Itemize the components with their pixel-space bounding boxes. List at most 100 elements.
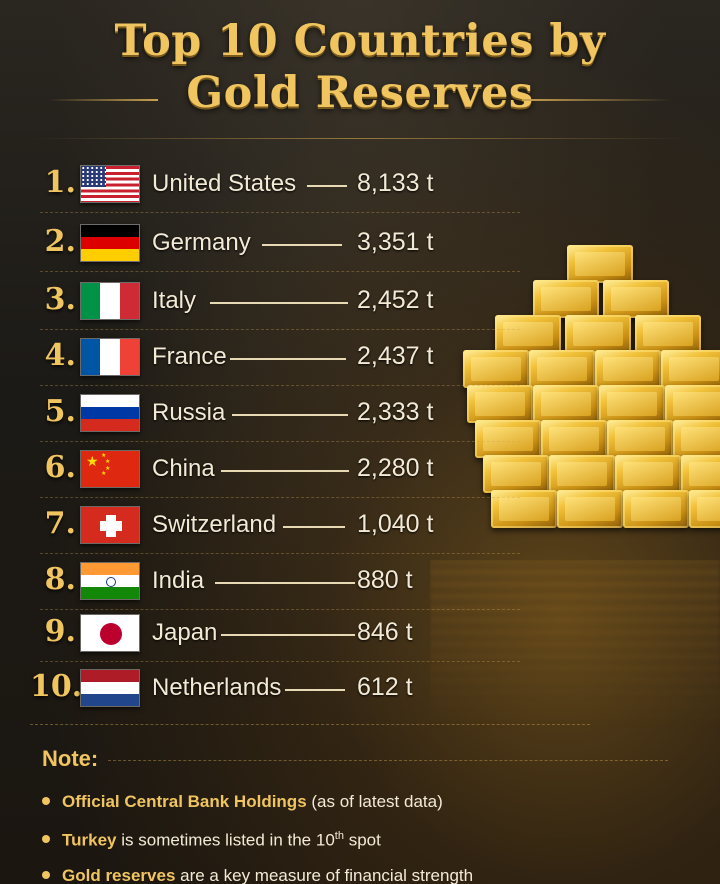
ranking-row: 8. India 880 t bbox=[0, 560, 560, 600]
russia-flag-icon bbox=[80, 394, 140, 432]
rank-number: 5. bbox=[44, 394, 76, 429]
ranking-row: 6. ★ ★ ★ ★ ★ China 2,280 t bbox=[0, 448, 560, 488]
row-divider bbox=[40, 609, 520, 610]
flag-part bbox=[100, 339, 120, 375]
note-rule bbox=[108, 760, 668, 761]
flag-part bbox=[81, 283, 101, 319]
reserve-amount: 612 t bbox=[357, 673, 413, 701]
switzerland-flag-icon bbox=[80, 506, 140, 544]
leader-line bbox=[285, 689, 345, 691]
us-flag-icon bbox=[80, 165, 140, 203]
ranking-row: 5. Russia 2,333 t bbox=[0, 392, 560, 432]
country-name: Italy bbox=[152, 287, 197, 314]
bullet-dot-icon bbox=[42, 870, 50, 879]
flag-part: ★ bbox=[101, 471, 107, 477]
flag-part bbox=[81, 395, 139, 431]
ranking-row: 4. France 2,437 t bbox=[0, 336, 560, 376]
gold-bar bbox=[665, 385, 720, 423]
gold-bar bbox=[661, 350, 720, 388]
reserve-amount: 3,351 t bbox=[357, 228, 434, 256]
bullet-dot-icon bbox=[42, 796, 50, 805]
reserve-amount: 880 t bbox=[357, 566, 413, 594]
gold-bar bbox=[567, 245, 633, 283]
flag-part bbox=[81, 587, 139, 599]
country-name: United States bbox=[152, 170, 297, 197]
note-bullet-3: Gold reserves are a key measure of finan… bbox=[42, 866, 473, 884]
note-title: Note: bbox=[42, 746, 99, 771]
reserve-amount: 2,280 t bbox=[357, 454, 434, 482]
flag-part bbox=[81, 451, 139, 487]
gold-reflection bbox=[430, 560, 720, 730]
note-bullet-1: Official Central Bank Holdings (as of la… bbox=[42, 792, 443, 812]
country-name: France bbox=[152, 343, 227, 370]
country-name: Japan bbox=[152, 619, 218, 646]
row-divider bbox=[40, 385, 520, 386]
country-name: Switzerland bbox=[152, 511, 277, 538]
row-divider bbox=[40, 441, 520, 442]
title-rule-left bbox=[48, 99, 158, 101]
india-flag-icon bbox=[80, 562, 140, 600]
rank-number: 9. bbox=[44, 614, 76, 649]
ranking-row: 3. Italy 2,452 t bbox=[0, 280, 560, 320]
reserve-amount: 2,452 t bbox=[357, 286, 434, 314]
row-divider bbox=[40, 553, 520, 554]
italy-flag-icon bbox=[80, 282, 140, 320]
row-divider bbox=[40, 271, 520, 272]
gold-bar bbox=[635, 315, 701, 353]
rank-number: 7. bbox=[44, 506, 76, 541]
flag-part: ★ bbox=[101, 453, 107, 459]
title-rule-right bbox=[522, 99, 672, 101]
ranking-row: 10. Netherlands 612 t bbox=[0, 667, 560, 707]
reserve-amount: 8,133 t bbox=[357, 169, 434, 197]
header-divider bbox=[30, 138, 690, 139]
flag-part bbox=[81, 237, 139, 249]
rank-number: 4. bbox=[44, 338, 76, 373]
ranking-row: 7. Switzerland 1,040 t bbox=[0, 504, 560, 544]
flag-part bbox=[106, 577, 116, 587]
ranking-row: 2. Germany 3,351 t bbox=[0, 222, 560, 262]
france-flag-icon bbox=[80, 338, 140, 376]
country-name: India bbox=[152, 567, 205, 594]
gold-bar bbox=[595, 350, 661, 388]
flag-part: ★ bbox=[105, 459, 111, 465]
note-divider bbox=[30, 724, 590, 725]
row-divider bbox=[40, 212, 520, 213]
gold-bar bbox=[599, 385, 665, 423]
gold-bar bbox=[533, 280, 599, 318]
gold-bar bbox=[491, 490, 557, 528]
leader-line bbox=[283, 526, 345, 528]
gold-bar bbox=[549, 455, 615, 493]
gold-bar bbox=[615, 455, 681, 493]
row-divider bbox=[40, 661, 520, 662]
rank-number: 3. bbox=[44, 282, 76, 317]
rank-number: 8. bbox=[44, 562, 76, 597]
reserve-amount: 2,437 t bbox=[357, 342, 434, 370]
note-bullet-2-sup: th bbox=[334, 830, 344, 842]
gold-bar bbox=[623, 490, 689, 528]
note-bullet-2-highlight: Turkey bbox=[62, 830, 117, 850]
gold-bars-icon bbox=[455, 235, 720, 565]
country-name: Russia bbox=[152, 399, 226, 426]
gold-bar bbox=[681, 455, 720, 493]
reserve-amount: 2,333 t bbox=[357, 398, 434, 426]
flag-part bbox=[81, 339, 139, 375]
flag-part: ★ bbox=[105, 466, 111, 472]
gold-bar bbox=[529, 350, 595, 388]
flag-part bbox=[81, 407, 139, 419]
germany-flag-icon bbox=[80, 224, 140, 262]
gold-bar bbox=[495, 315, 561, 353]
flag-part bbox=[81, 225, 139, 261]
gold-bar bbox=[603, 280, 669, 318]
gold-bar bbox=[483, 455, 549, 493]
leader-line bbox=[221, 470, 349, 472]
note-bullet-2-text-end: spot bbox=[348, 830, 381, 850]
flag-part bbox=[81, 395, 139, 407]
gold-bar bbox=[565, 315, 631, 353]
note-bullet-3-highlight: Gold reserves bbox=[62, 866, 176, 884]
flag-part bbox=[81, 682, 139, 694]
reserve-amount: 846 t bbox=[357, 618, 413, 646]
gold-bar bbox=[541, 420, 607, 458]
japan-flag-icon bbox=[80, 614, 140, 652]
china-flag-icon: ★ ★ ★ ★ ★ bbox=[80, 450, 140, 488]
flag-part bbox=[81, 225, 139, 237]
